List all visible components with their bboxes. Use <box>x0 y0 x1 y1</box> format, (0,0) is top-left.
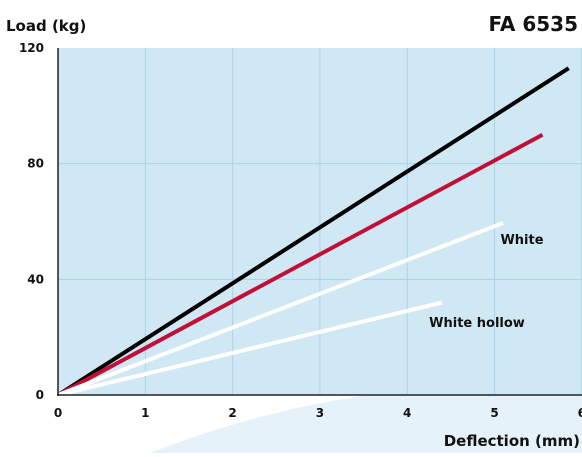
series-line-1 <box>56 66 570 397</box>
x-tick-label: 3 <box>316 406 324 420</box>
axes <box>57 48 582 396</box>
y-axis-label: Load (kg) <box>6 17 86 35</box>
x-tick-label: 2 <box>228 406 236 420</box>
x-tick-label: 1 <box>141 406 149 420</box>
y-tick-label: 120 <box>19 41 44 55</box>
x-tick-label: 4 <box>403 406 411 420</box>
x-tick-label: 5 <box>490 406 498 420</box>
x-axis-label: Deflection (mm) <box>444 432 580 450</box>
series-line-3 <box>57 221 504 397</box>
tick-labels: 0 1 2 3 4 5 6 0 40 80 120 <box>19 41 582 420</box>
series-labels: White White hollow <box>429 233 544 331</box>
x-tick-label: 0 <box>54 406 62 420</box>
chart-title: FA 6535 <box>489 12 578 36</box>
y-tick-label: 80 <box>27 157 44 171</box>
x-tick-label: 6 <box>578 406 582 420</box>
series-label-4: White hollow <box>429 316 525 331</box>
series-line-4 <box>57 300 443 397</box>
swoosh-watermark <box>150 384 582 453</box>
series-lines <box>56 66 570 397</box>
y-tick-label: 40 <box>27 272 44 286</box>
y-tick-label: 0 <box>36 388 44 402</box>
series-line-2 <box>57 133 544 397</box>
series-label-3: White <box>500 233 543 248</box>
